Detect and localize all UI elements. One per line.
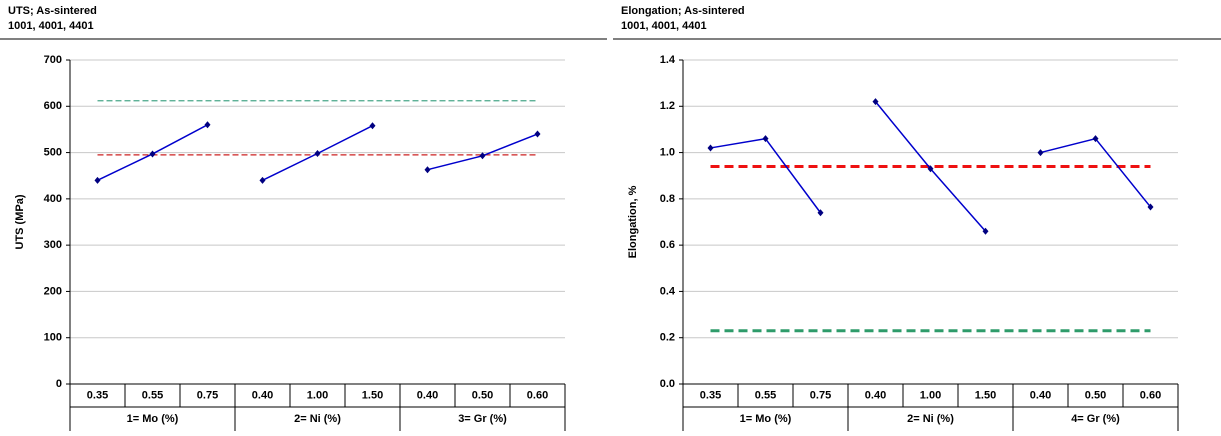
x-tick-label: 0.50: [472, 389, 493, 401]
y-tick-label: 0.0: [660, 378, 675, 390]
point: [369, 122, 376, 130]
x-tick-label: 0.55: [142, 389, 163, 401]
y-tick-label: 100: [44, 332, 62, 344]
y-tick-label: 0.6: [660, 239, 675, 251]
x-tick-label: 1.00: [307, 389, 328, 401]
point: [927, 165, 934, 173]
point: [707, 144, 714, 152]
point: [1147, 203, 1154, 211]
y-axis-label: Elongation, %: [627, 185, 639, 258]
point: [94, 176, 101, 184]
point: [479, 152, 486, 160]
x-tick-label: 0.40: [252, 389, 273, 401]
x-tick-label: 0.35: [700, 389, 721, 401]
point: [314, 149, 321, 157]
point: [1037, 149, 1044, 157]
point: [149, 150, 156, 158]
x-tick-label: 0.50: [1085, 389, 1106, 401]
x-tick-label: 1.50: [362, 389, 383, 401]
x-tick-label: 0.40: [865, 389, 886, 401]
x-tick-label: 0.60: [1140, 389, 1161, 401]
x-tick-label: 1.50: [975, 389, 996, 401]
group-label: 1= Mo (%): [740, 413, 792, 425]
x-tick-label: 0.75: [197, 389, 218, 401]
x-tick-label: 0.60: [527, 389, 548, 401]
x-tick-label: 0.55: [755, 389, 776, 401]
x-tick-label: 0.40: [417, 389, 438, 401]
y-tick-label: 300: [44, 239, 62, 251]
x-tick-label: 1.00: [920, 389, 941, 401]
y-tick-label: 500: [44, 146, 62, 158]
y-tick-label: 400: [44, 193, 62, 205]
chart-subtitle: 1001, 4001, 4401: [621, 20, 707, 32]
point: [872, 98, 879, 106]
group-label: 4= Gr (%): [1071, 413, 1120, 425]
group-label: 1= Mo (%): [127, 413, 179, 425]
x-tick-label: 0.35: [87, 389, 108, 401]
y-tick-label: 700: [44, 54, 62, 66]
y-tick-label: 1.2: [660, 100, 675, 112]
series-line: [710, 137, 822, 214]
series-line: [1040, 137, 1152, 208]
point: [204, 121, 211, 129]
point: [762, 135, 769, 143]
chart-subtitle: 1001, 4001, 4401: [8, 20, 94, 32]
point: [424, 166, 431, 174]
y-tick-label: 0.2: [660, 332, 675, 344]
y-tick-label: 600: [44, 100, 62, 112]
point: [534, 130, 541, 138]
point: [982, 227, 989, 235]
x-tick-label: 0.40: [1030, 389, 1051, 401]
y-tick-label: 0: [56, 378, 62, 390]
series-line: [427, 133, 538, 171]
point: [259, 176, 266, 184]
y-tick-label: 1.4: [660, 54, 676, 66]
y-tick-label: 0.4: [660, 285, 676, 297]
group-label: 2= Ni (%): [907, 413, 954, 425]
group-label: 3= Gr (%): [458, 413, 507, 425]
y-tick-label: 0.8: [660, 193, 675, 205]
group-label: 2= Ni (%): [294, 413, 341, 425]
chart-title: Elongation; As-sintered: [621, 5, 745, 17]
point: [817, 209, 824, 217]
y-tick-label: 200: [44, 285, 62, 297]
y-tick-label: 1.0: [660, 146, 675, 158]
chart-title: UTS; As-sintered: [8, 5, 97, 17]
point: [1092, 135, 1099, 143]
y-axis-label: UTS (MPa): [14, 194, 26, 249]
x-tick-label: 0.75: [810, 389, 831, 401]
